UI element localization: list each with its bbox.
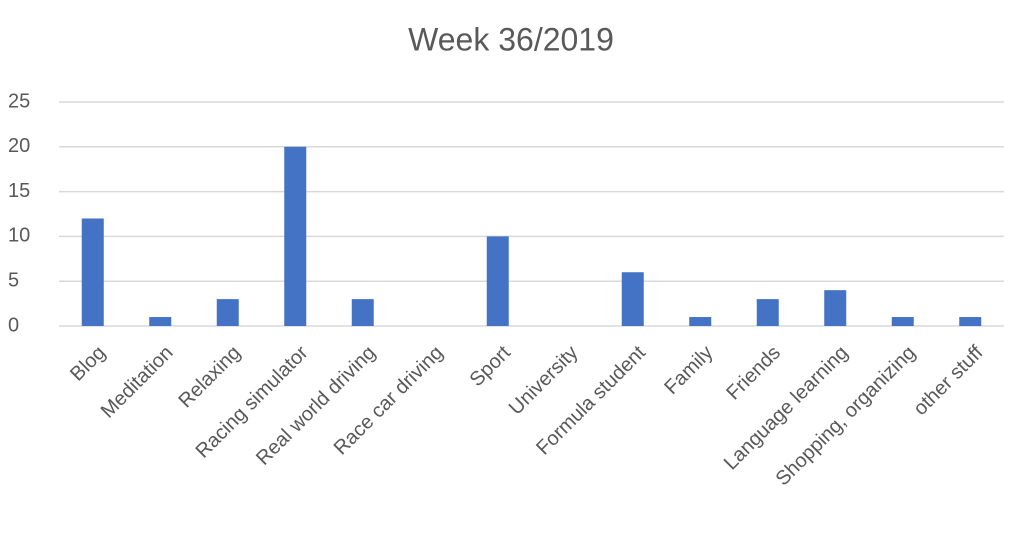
bar	[351, 299, 374, 326]
y-tick-label: 10	[8, 225, 30, 247]
x-tick-label: Sport	[466, 341, 516, 391]
x-tick-label: Friends	[722, 342, 785, 405]
y-tick-label: 25	[8, 90, 30, 112]
bar	[284, 146, 307, 326]
y-tick-label: 5	[8, 269, 19, 291]
x-tick-label: Meditation	[97, 342, 178, 423]
bar	[486, 236, 509, 326]
x-tick-label: Racing simulator	[192, 341, 313, 462]
bar	[756, 299, 779, 326]
bar	[891, 317, 914, 326]
x-tick-label: Language learning	[720, 342, 853, 475]
chart-title: Week 36/2019	[408, 21, 614, 57]
x-tick-label: Real world driving	[252, 342, 380, 470]
bar	[216, 299, 239, 326]
x-tick-label: Blog	[66, 342, 110, 386]
bar	[621, 272, 644, 326]
y-tick-label: 20	[8, 135, 30, 157]
bar	[959, 317, 982, 326]
y-tick-label: 0	[8, 314, 19, 336]
y-tick-label: 15	[8, 180, 30, 202]
bar	[824, 290, 847, 326]
bar	[81, 218, 104, 326]
x-tick-label: other stuff	[909, 341, 988, 420]
bar	[689, 317, 712, 326]
x-tick-label: Relaxing	[174, 342, 245, 413]
bar	[149, 317, 172, 326]
x-tick-label: Family	[660, 342, 717, 399]
